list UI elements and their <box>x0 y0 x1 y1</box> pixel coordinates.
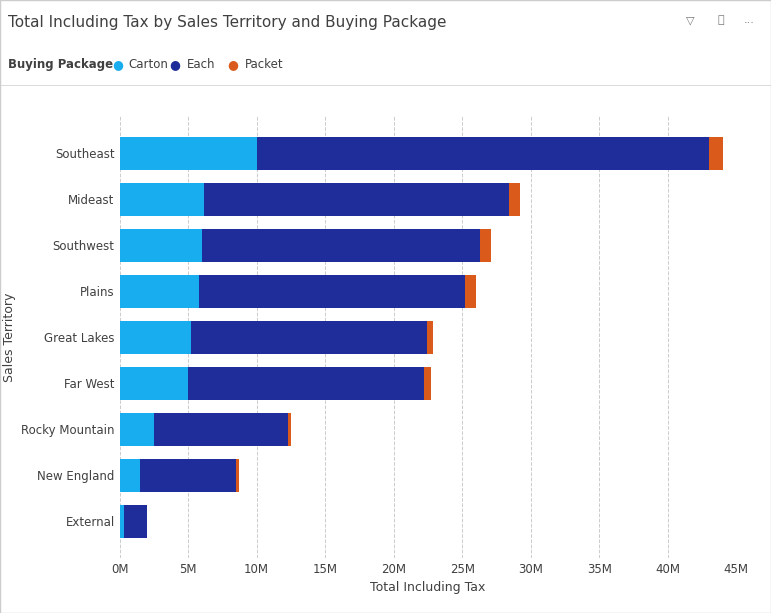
Bar <box>120 275 199 308</box>
Bar <box>257 137 709 170</box>
Bar <box>709 137 722 170</box>
Text: ●: ● <box>227 58 238 71</box>
Bar <box>188 367 424 400</box>
Bar <box>120 229 202 262</box>
Bar <box>202 229 480 262</box>
Bar <box>120 183 204 216</box>
Text: Packet: Packet <box>244 58 283 71</box>
Bar <box>120 321 190 354</box>
Bar <box>123 504 147 538</box>
Text: ...: ... <box>744 15 755 25</box>
Bar <box>199 275 465 308</box>
Bar <box>236 459 239 492</box>
Text: ●: ● <box>170 58 180 71</box>
Bar <box>204 183 509 216</box>
Bar <box>153 413 288 446</box>
Y-axis label: Sales Territory: Sales Territory <box>2 292 15 382</box>
Bar <box>288 413 291 446</box>
Bar <box>424 367 431 400</box>
Bar <box>140 459 236 492</box>
Text: ●: ● <box>112 58 123 71</box>
Text: Each: Each <box>187 58 215 71</box>
Bar <box>120 137 257 170</box>
Bar <box>120 413 153 446</box>
Text: Buying Package: Buying Package <box>8 58 121 71</box>
Bar <box>509 183 520 216</box>
Text: Carton: Carton <box>129 58 169 71</box>
Text: Total Including Tax by Sales Territory and Buying Package: Total Including Tax by Sales Territory a… <box>8 15 446 30</box>
Bar <box>465 275 476 308</box>
Bar <box>120 367 188 400</box>
Bar <box>190 321 426 354</box>
Text: ⧉: ⧉ <box>717 15 724 25</box>
X-axis label: Total Including Tax: Total Including Tax <box>370 581 486 594</box>
Bar <box>120 504 123 538</box>
Bar <box>480 229 491 262</box>
Bar <box>120 459 140 492</box>
Text: ▽: ▽ <box>686 15 695 25</box>
Bar <box>426 321 433 354</box>
